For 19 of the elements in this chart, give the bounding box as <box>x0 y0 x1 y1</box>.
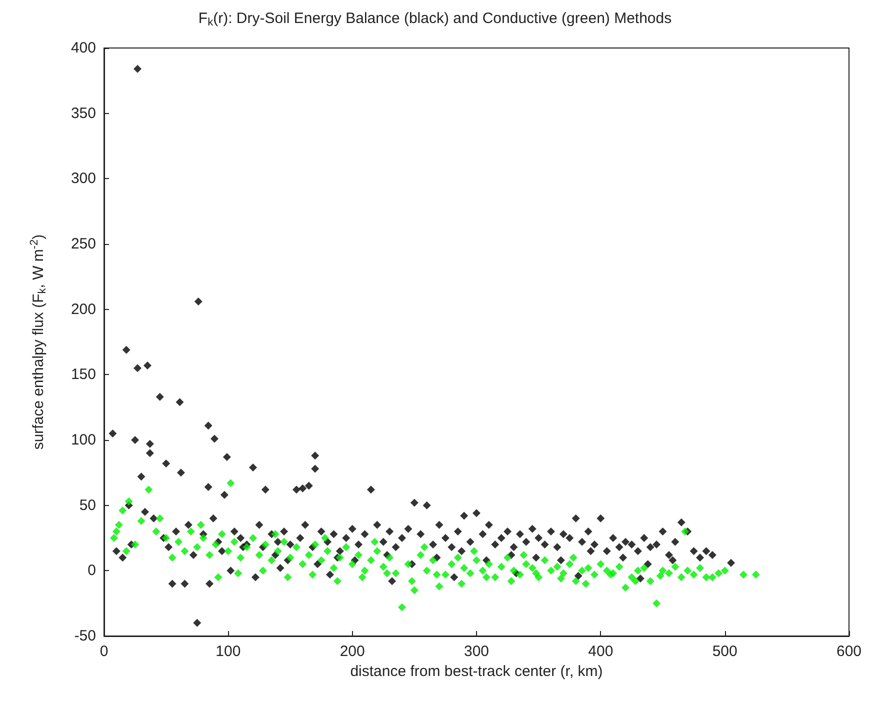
y-tick-label: 400 <box>70 40 96 56</box>
y-tick-label: 250 <box>70 236 96 252</box>
y-tick-label: 100 <box>70 432 96 448</box>
x-tick-label: 600 <box>836 643 862 660</box>
y-tick-label: 0 <box>88 562 96 580</box>
x-tick-label: 400 <box>588 643 614 660</box>
y-tick-label: 200 <box>70 300 96 318</box>
x-tick-label: 200 <box>340 643 365 660</box>
x-tick-label: 500 <box>712 643 738 660</box>
y-tick-label: 300 <box>70 170 96 188</box>
y-tick-label: 350 <box>70 104 96 122</box>
x-axis-title: distance from best-track center (r, km) <box>350 663 603 680</box>
y-tick-label: 150 <box>70 366 96 384</box>
x-tick-label: 300 <box>464 643 490 660</box>
x-tick-label: 0 <box>100 643 108 660</box>
x-tick-label: 100 <box>216 643 241 660</box>
y-tick-label: -50 <box>74 628 96 644</box>
y-tick-label: 50 <box>79 496 96 514</box>
y-axis-title: surface enthalpy flux (Fk, W m-2) <box>28 234 48 450</box>
